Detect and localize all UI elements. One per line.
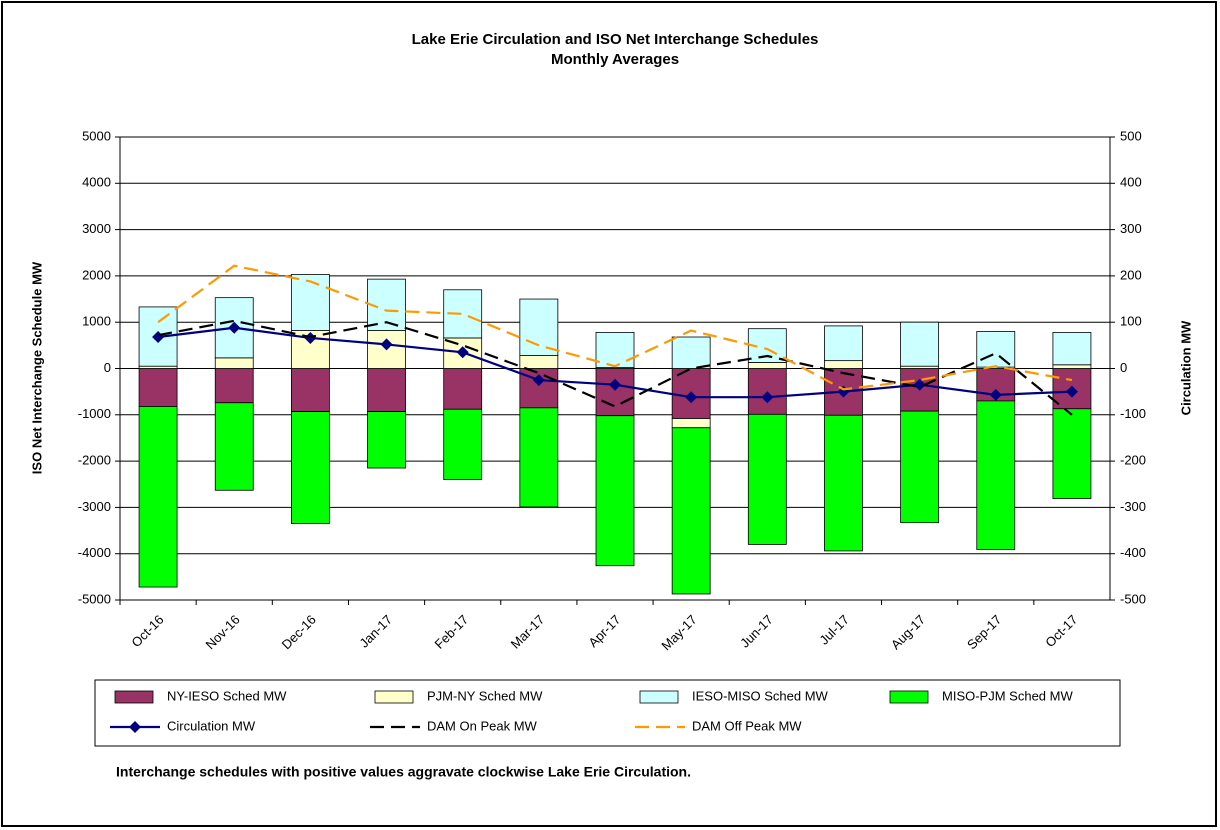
bar xyxy=(747,362,787,369)
bar xyxy=(519,298,559,356)
marker xyxy=(913,378,926,391)
y-tick-label: 0 xyxy=(104,360,111,375)
y2-tick-label: -500 xyxy=(1120,591,1146,606)
marker xyxy=(380,338,393,351)
marker xyxy=(761,391,774,404)
y-axis-title: ISO Net Interchange Schedule MW xyxy=(29,261,44,474)
y2-tick-label: 100 xyxy=(1120,314,1142,329)
y-tick-label: 4000 xyxy=(82,175,111,190)
bar xyxy=(747,413,787,545)
bar xyxy=(443,408,483,481)
bar xyxy=(671,336,711,369)
y-tick-label: -5000 xyxy=(78,591,111,606)
legend-swatch xyxy=(889,690,929,704)
bar xyxy=(214,368,254,404)
bar xyxy=(1052,408,1092,500)
marker xyxy=(228,321,241,334)
bar xyxy=(290,274,330,331)
y2-tick-label: 200 xyxy=(1120,267,1142,282)
bar xyxy=(290,411,330,525)
bar xyxy=(138,406,178,588)
y-tick-label: 2000 xyxy=(82,267,111,282)
y2-tick-label: -400 xyxy=(1120,545,1146,560)
y-tick-label: 1000 xyxy=(82,314,111,329)
legend-label: IESO-MISO Sched MW xyxy=(692,688,829,703)
bar xyxy=(671,418,711,429)
bar xyxy=(367,330,406,369)
line xyxy=(157,319,1073,416)
y2-tick-label: 500 xyxy=(1120,128,1142,143)
bar xyxy=(824,325,863,362)
y-tick-label: 5000 xyxy=(82,128,111,143)
marker xyxy=(1065,385,1078,398)
y2-tick-label: 0 xyxy=(1120,360,1127,375)
bar xyxy=(519,407,559,508)
bar xyxy=(138,368,178,407)
bar xyxy=(671,427,711,595)
bar xyxy=(824,414,863,552)
bar xyxy=(824,360,863,369)
bar xyxy=(976,400,1016,550)
line xyxy=(157,264,1073,391)
y-tick-label: -2000 xyxy=(78,453,111,468)
y2-tick-label: -300 xyxy=(1120,499,1146,514)
bar xyxy=(214,357,254,369)
bar xyxy=(900,321,940,367)
legend-swatch xyxy=(639,690,679,704)
legend-swatch xyxy=(374,690,414,704)
bar xyxy=(443,368,483,410)
legend-box xyxy=(94,679,1121,747)
bar xyxy=(595,415,635,567)
legend-label: DAM Off Peak MW xyxy=(692,718,802,733)
legend-label: NY-IESO Sched MW xyxy=(167,688,287,703)
bar xyxy=(1052,331,1092,366)
y-tick-label: -3000 xyxy=(78,499,111,514)
legend-swatch xyxy=(114,690,154,704)
legend-marker xyxy=(129,721,141,733)
marker xyxy=(456,346,469,359)
bar xyxy=(976,331,1016,368)
y2-tick-label: 300 xyxy=(1120,221,1142,236)
y-tick-label: 3000 xyxy=(82,221,111,236)
legend-label: PJM-NY Sched MW xyxy=(427,688,543,703)
bar xyxy=(214,402,254,491)
bar xyxy=(900,410,940,524)
bar xyxy=(367,368,406,412)
legend-label: DAM On Peak MW xyxy=(427,718,538,733)
bar xyxy=(1052,364,1092,369)
chart-subtitle: Monthly Averages xyxy=(551,51,679,68)
note: Interchange schedules with positive valu… xyxy=(116,764,691,780)
marker xyxy=(609,378,621,391)
bar xyxy=(519,355,559,369)
y2-axis-title: Circulation MW xyxy=(1178,320,1193,415)
legend-label: Circulation MW xyxy=(167,718,256,733)
legend-label: MISO-PJM Sched MW xyxy=(942,688,1073,703)
bar xyxy=(595,368,635,417)
y-tick-label: -4000 xyxy=(78,545,111,560)
marker xyxy=(532,374,545,387)
marker xyxy=(685,391,698,404)
marker xyxy=(989,388,1002,401)
bar xyxy=(290,368,330,412)
y2-tick-label: -200 xyxy=(1120,453,1146,468)
bar xyxy=(367,411,406,469)
bar xyxy=(595,331,635,368)
y2-tick-label: -100 xyxy=(1120,406,1146,421)
y2-tick-label: 400 xyxy=(1120,175,1142,190)
y-tick-label: -1000 xyxy=(78,406,111,421)
chart-title: Lake Erie Circulation and ISO Net Interc… xyxy=(412,31,819,48)
